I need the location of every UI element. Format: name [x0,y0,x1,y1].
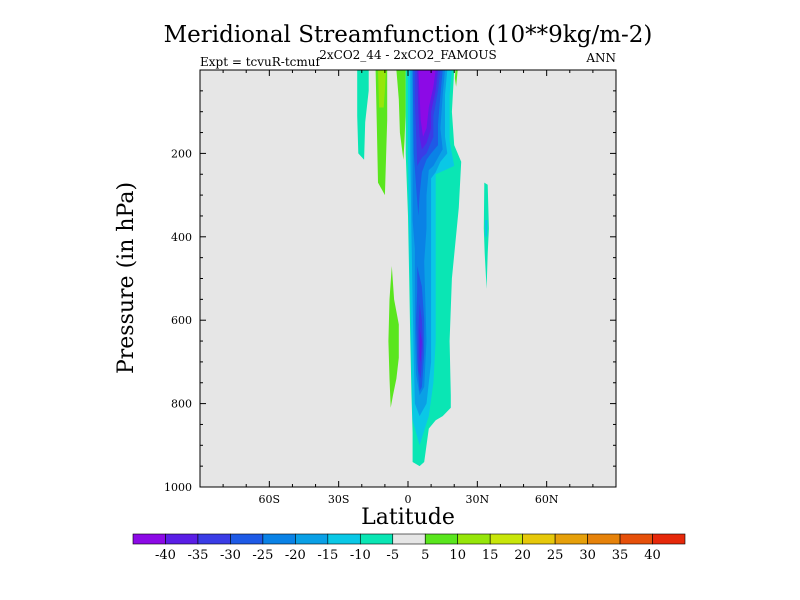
colorbar-swatch [554,533,588,545]
colorbar-label: -5 [386,548,399,563]
colorbar-swatch [230,533,264,545]
colorbar-label: -30 [220,548,241,563]
x-tick-label: 60N [535,493,559,506]
contour-region [485,220,488,237]
colorbar-label: 15 [482,548,499,563]
x-tick-label: 30N [466,493,490,506]
contour-region [454,70,458,87]
colorbar-label: -35 [187,548,208,563]
chart-title: Meridional Streamfunction (10**9kg/m-2) [164,22,653,48]
colorbar-label: 10 [449,548,466,563]
experiment-label: Expt = tcvuR-tcmuf [200,55,322,69]
colorbar-swatch [132,533,166,545]
colorbar-label: -15 [317,548,338,563]
contour-region [357,70,369,160]
contour-region [378,70,386,108]
x-tick-label: 30S [328,493,350,506]
y-tick-label: 600 [171,314,192,327]
colorbar-swatch [197,533,231,545]
colorbar-label: -40 [155,548,176,563]
colorbar-swatch [359,533,394,545]
contour-region [418,70,436,137]
colorbar-swatch [262,533,296,545]
colorbar-swatch [619,533,653,545]
colorbar-swatch [295,533,329,545]
contour-region [388,266,399,408]
x-tick-label: 60S [259,493,281,506]
contour-region [396,70,406,160]
y-axis-label: Pressure (in hPa) [114,182,139,374]
colorbar-label: 20 [514,548,531,563]
colorbar-swatch [522,533,556,545]
colorbar-swatch [489,533,523,545]
colorbar-swatch [165,533,199,545]
colorbar-swatch [327,533,361,545]
contour-regions [357,70,489,467]
colorbar-label: -20 [285,548,306,563]
y-tick-label: 200 [171,147,192,160]
contour-region [375,70,388,196]
colorbar-label: 35 [612,548,629,563]
colorbar-label: 5 [421,548,429,563]
colorbar-swatch [424,533,459,545]
contour-region [419,328,422,362]
colorbar: -40 -35 -30 -25 -20 -15 -10 -5 5 10 15 20 25 30 35 40 [132,533,686,563]
y-tick-label: 1000 [164,481,192,494]
colorbar-label: -10 [350,548,371,563]
x-tick-label: 0 [405,493,412,506]
y-tick-label: 800 [171,398,192,411]
season-label: ANN [585,51,616,65]
colorbar-label: 25 [547,548,564,563]
colorbar-label: 30 [579,548,596,563]
comparison-label: 2xCO2_44 - 2xCO2_FAMOUS [319,48,496,62]
colorbar-label: 40 [644,548,661,563]
colorbar-swatch [652,533,686,545]
colorbar-swatch [392,533,426,545]
colorbar-swatch [457,533,491,545]
colorbar-label: -25 [252,548,273,563]
axis-ticks: 60S 30S 0 30N 60N 200 400 600 800 1000 [164,70,616,506]
y-tick-label: 400 [171,231,192,244]
x-axis-label: Latitude [361,505,455,530]
colorbar-swatch [587,533,621,545]
